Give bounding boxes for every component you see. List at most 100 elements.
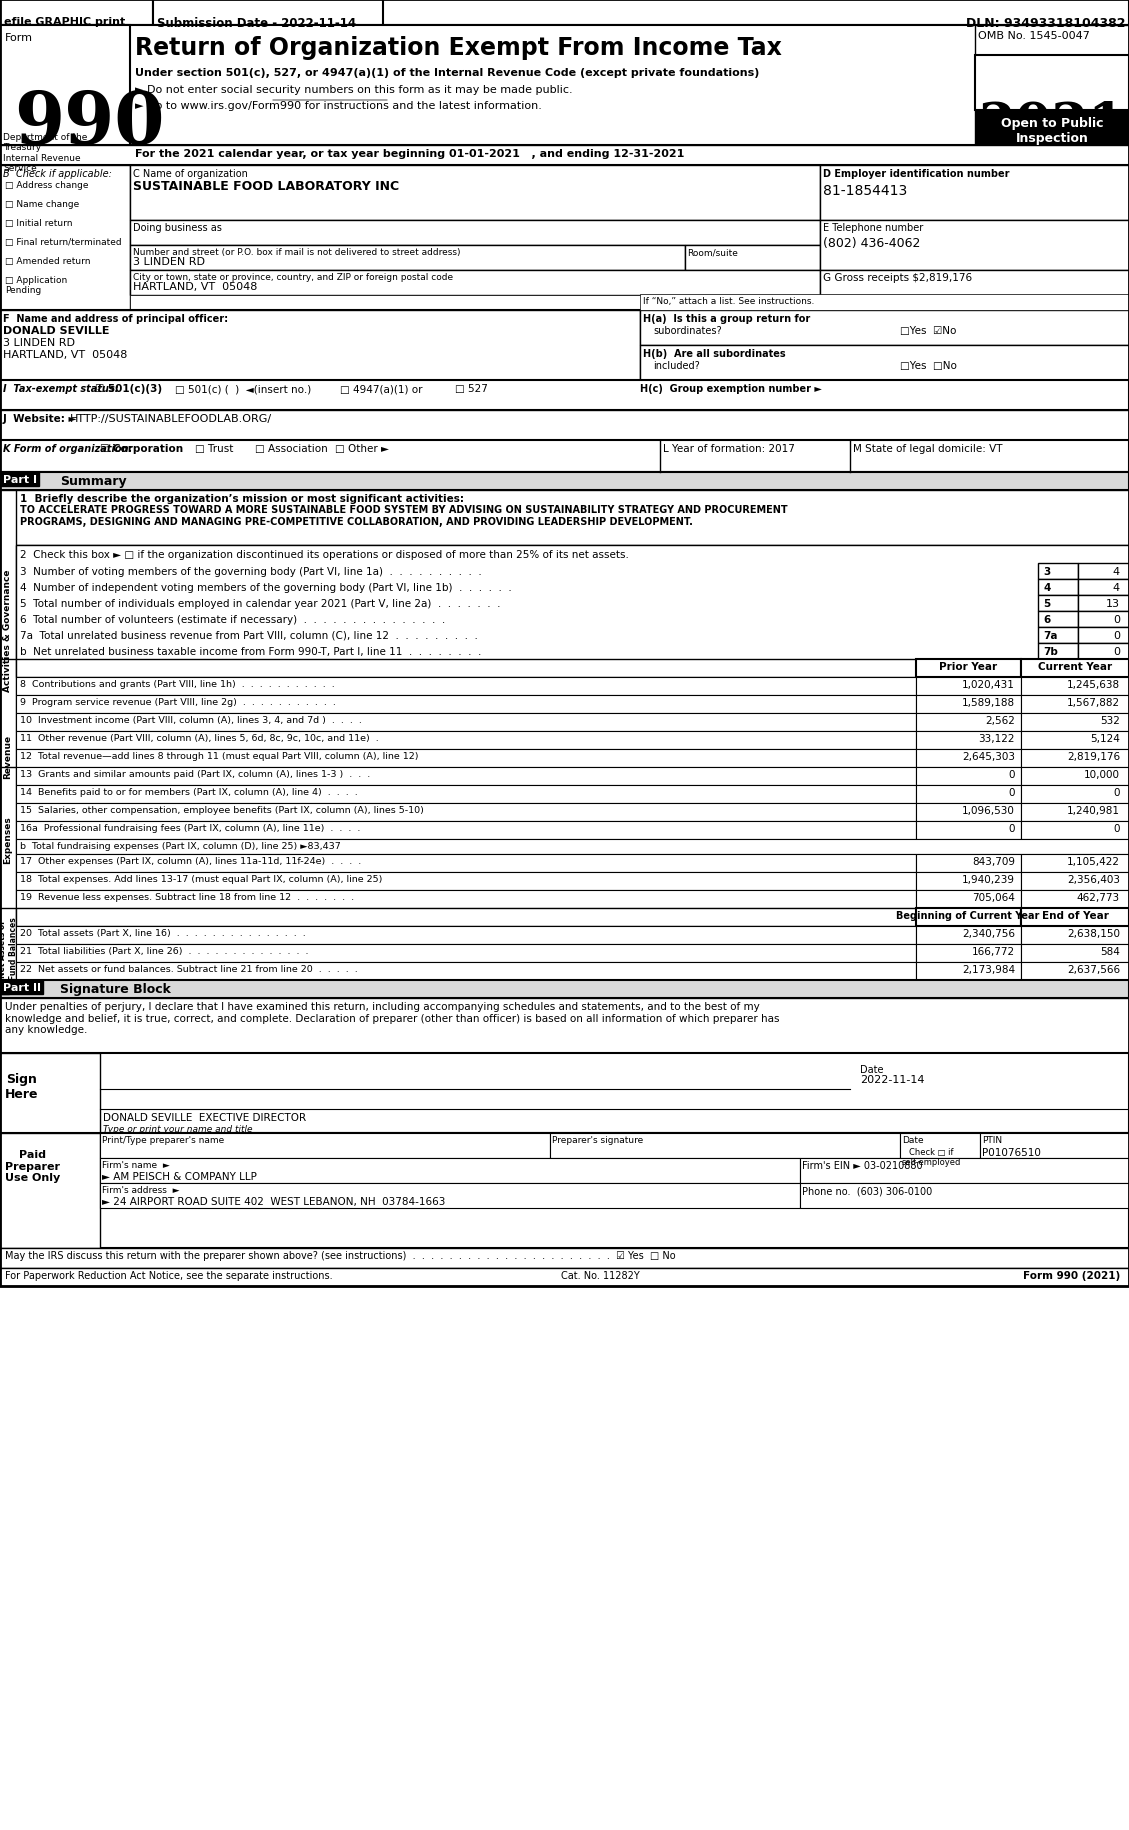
- Text: included?: included?: [653, 361, 700, 371]
- Text: b  Total fundraising expenses (Part IX, column (D), line 25) ►83,437: b Total fundraising expenses (Part IX, c…: [20, 842, 341, 851]
- Bar: [16, 732, 916, 750]
- Text: Date: Date: [860, 1065, 884, 1074]
- Bar: [0, 1054, 100, 1133]
- Text: □ Address change: □ Address change: [5, 181, 88, 190]
- Text: 1,096,530: 1,096,530: [962, 805, 1015, 816]
- Bar: [1078, 580, 1129, 597]
- Text: 166,772: 166,772: [972, 946, 1015, 957]
- Text: Prior Year: Prior Year: [939, 662, 997, 672]
- Text: Signature Block: Signature Block: [60, 983, 170, 996]
- Text: 17  Other expenses (Part IX, column (A), lines 11a-11d, 11f-24e)  .  .  .  .: 17 Other expenses (Part IX, column (A), …: [20, 856, 361, 866]
- Text: 1,245,638: 1,245,638: [1067, 679, 1120, 690]
- Bar: [16, 803, 916, 822]
- Bar: [1021, 822, 1129, 840]
- Bar: [1021, 785, 1129, 803]
- Bar: [1038, 611, 1078, 628]
- Text: 3 LINDEN RD: 3 LINDEN RD: [133, 256, 205, 267]
- Text: 532: 532: [1100, 716, 1120, 727]
- Text: Form: Form: [5, 33, 33, 42]
- Bar: [1078, 597, 1129, 611]
- Text: □ Initial return: □ Initial return: [5, 220, 72, 229]
- Bar: [916, 963, 1021, 981]
- Text: 1,105,422: 1,105,422: [1067, 856, 1120, 867]
- Text: Paid
Preparer
Use Only: Paid Preparer Use Only: [5, 1149, 60, 1182]
- Bar: [0, 659, 16, 855]
- Bar: [916, 926, 1021, 944]
- Bar: [916, 785, 1021, 803]
- Text: TO ACCELERATE PROGRESS TOWARD A MORE SUSTAINABLE FOOD SYSTEM BY ADVISING ON SUST: TO ACCELERATE PROGRESS TOWARD A MORE SUS…: [20, 505, 788, 527]
- Bar: [916, 732, 1021, 750]
- Text: □ Other ►: □ Other ►: [335, 443, 390, 454]
- Bar: [16, 822, 916, 840]
- Bar: [1021, 891, 1129, 908]
- Text: 81-1854413: 81-1854413: [823, 183, 908, 198]
- Text: 0: 0: [1113, 615, 1120, 624]
- Bar: [0, 311, 640, 381]
- Text: Expenses: Expenses: [3, 816, 12, 864]
- Bar: [0, 0, 1129, 26]
- Text: 7a  Total unrelated business revenue from Part VIII, column (C), line 12  .  .  : 7a Total unrelated business revenue from…: [20, 631, 478, 640]
- Text: 12  Total revenue—add lines 8 through 11 (must equal Part VIII, column (A), line: 12 Total revenue—add lines 8 through 11 …: [20, 752, 419, 761]
- Text: P01076510: P01076510: [982, 1147, 1041, 1157]
- Text: □ Application
Pending: □ Application Pending: [5, 276, 68, 295]
- Bar: [0, 0, 1129, 1286]
- Bar: [0, 490, 16, 770]
- Bar: [0, 0, 154, 26]
- Bar: [0, 441, 1129, 472]
- Text: Open to Public
Inspection: Open to Public Inspection: [1000, 117, 1103, 145]
- Text: 3  Number of voting members of the governing body (Part VI, line 1a)  .  .  .  .: 3 Number of voting members of the govern…: [20, 567, 482, 576]
- Text: B  Check if applicable:: B Check if applicable:: [3, 168, 112, 179]
- Text: 10  Investment income (Part VIII, column (A), lines 3, 4, and 7d )  .  .  .  .: 10 Investment income (Part VIII, column …: [20, 716, 362, 725]
- Text: Part I: Part I: [3, 474, 37, 485]
- Text: ► AM PEISCH & COMPANY LLP: ► AM PEISCH & COMPANY LLP: [102, 1171, 257, 1182]
- Text: 584: 584: [1100, 946, 1120, 957]
- Bar: [975, 112, 1129, 146]
- Bar: [16, 677, 916, 695]
- Text: D Employer identification number: D Employer identification number: [823, 168, 1009, 179]
- Text: Part I: Part I: [3, 474, 37, 485]
- Bar: [0, 1248, 1129, 1268]
- Text: Revenue: Revenue: [3, 734, 12, 778]
- Bar: [1021, 926, 1129, 944]
- Text: Activities & Governance: Activities & Governance: [3, 569, 12, 692]
- Text: subordinates?: subordinates?: [653, 326, 721, 337]
- Text: End of Year: End of Year: [1042, 911, 1109, 920]
- Text: 22  Net assets or fund balances. Subtract line 21 from line 20  .  .  .  .  .: 22 Net assets or fund balances. Subtract…: [20, 964, 358, 974]
- Bar: [916, 714, 1021, 732]
- Bar: [16, 963, 916, 981]
- Text: 2,340,756: 2,340,756: [962, 928, 1015, 939]
- Text: 0: 0: [1113, 646, 1120, 657]
- Bar: [16, 944, 916, 963]
- Bar: [1021, 677, 1129, 695]
- Bar: [16, 785, 916, 803]
- Text: 4  Number of independent voting members of the governing body (Part VI, line 1b): 4 Number of independent voting members o…: [20, 582, 511, 593]
- Text: Firm's address  ►: Firm's address ►: [102, 1186, 180, 1195]
- Bar: [1021, 908, 1129, 926]
- Bar: [820, 271, 1129, 296]
- Bar: [1021, 944, 1129, 963]
- Bar: [16, 695, 916, 714]
- Text: 5,124: 5,124: [1091, 734, 1120, 743]
- Text: Net Assets or
Fund Balances: Net Assets or Fund Balances: [0, 917, 18, 979]
- Text: 18  Total expenses. Add lines 13-17 (must equal Part IX, column (A), line 25): 18 Total expenses. Add lines 13-17 (must…: [20, 875, 383, 884]
- Text: K Form of organization:: K Form of organization:: [3, 443, 132, 454]
- Text: 990: 990: [14, 88, 165, 159]
- Bar: [916, 908, 1021, 926]
- Text: □ Trust: □ Trust: [195, 443, 234, 454]
- Text: Preparer's signature: Preparer's signature: [552, 1135, 644, 1144]
- Bar: [916, 873, 1021, 891]
- Bar: [980, 1133, 1129, 1158]
- Bar: [975, 26, 1129, 57]
- Text: Cat. No. 11282Y: Cat. No. 11282Y: [561, 1270, 639, 1281]
- Text: Part II: Part II: [3, 983, 41, 992]
- Bar: [916, 750, 1021, 767]
- Text: □ Name change: □ Name change: [5, 199, 79, 209]
- Bar: [100, 1133, 550, 1158]
- Text: 5: 5: [1043, 598, 1050, 609]
- Bar: [0, 146, 1129, 167]
- Text: efile GRAPHIC print: efile GRAPHIC print: [5, 16, 125, 27]
- Text: Sign
Here: Sign Here: [5, 1072, 38, 1100]
- Bar: [685, 245, 820, 271]
- Text: 5  Total number of individuals employed in calendar year 2021 (Part V, line 2a) : 5 Total number of individuals employed i…: [20, 598, 500, 609]
- Text: 2,356,403: 2,356,403: [1067, 875, 1120, 884]
